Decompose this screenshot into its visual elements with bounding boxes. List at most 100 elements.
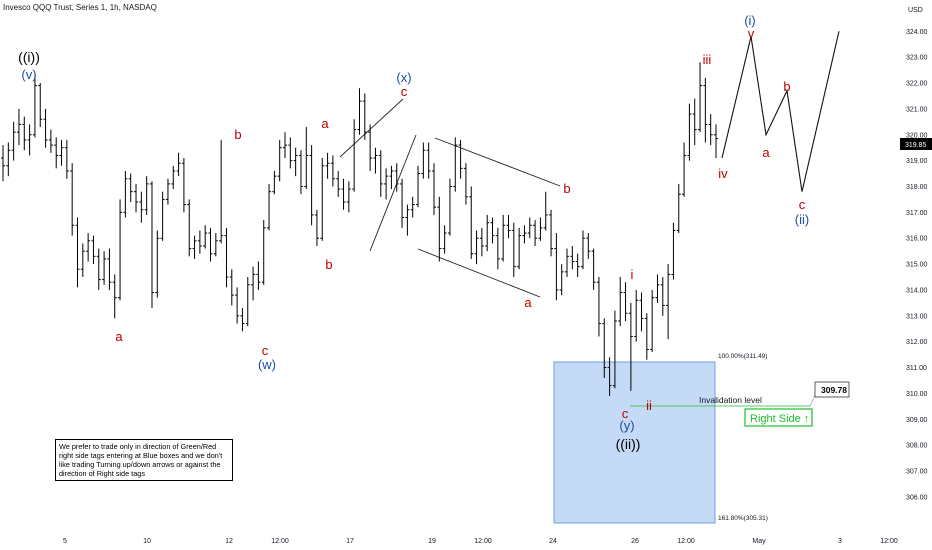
ohlc-bar xyxy=(426,142,431,179)
chart-title: Invesco QQQ Trust, Series 1, 1h, NASDAQ xyxy=(3,3,157,12)
wave-label: c xyxy=(799,197,806,212)
fib-100-label: 100.00%(311.49) xyxy=(718,353,767,360)
ohlc-bar xyxy=(80,243,85,278)
y-tick-label: 312.00 xyxy=(906,339,928,346)
ohlc-bar xyxy=(240,308,245,332)
ohlc-bar xyxy=(107,248,112,290)
y-tick-label: 310.00 xyxy=(906,391,928,398)
wave-label: i xyxy=(631,267,634,282)
ohlc-bar xyxy=(134,183,139,213)
ohlc-bar xyxy=(708,114,713,146)
wave-label: (x) xyxy=(396,70,411,85)
ohlc-bar xyxy=(575,253,580,278)
ohlc-bar xyxy=(192,235,197,259)
ohlc-bar xyxy=(251,266,256,301)
ohlc-bar xyxy=(256,261,261,290)
wave-label: b xyxy=(783,79,790,94)
ohlc-bar xyxy=(6,142,11,177)
ohlc-bar xyxy=(219,139,224,244)
ohlc-bar xyxy=(288,137,293,169)
ohlc-bar xyxy=(261,220,266,285)
ohlc-bars xyxy=(1,62,718,397)
ohlc-bar xyxy=(43,108,48,148)
ohlc-bar xyxy=(165,178,170,205)
time-axis[interactable]: 5 10 12 12:00 17 19 12:00 24 26 12:00 May 3 12:00 xyxy=(63,538,898,545)
ohlc-bar xyxy=(682,142,687,197)
ohlc-bar xyxy=(463,163,468,205)
ohlc-bar xyxy=(378,150,383,197)
ohlc-bar xyxy=(479,227,484,257)
ohlc-bar xyxy=(91,235,96,265)
ohlc-bar xyxy=(139,191,144,223)
ohlc-bar xyxy=(128,173,133,203)
x-tick-label: 12:00 xyxy=(271,538,289,545)
ohlc-bar xyxy=(549,209,554,257)
wave-label: b xyxy=(563,181,570,196)
x-tick-label: 17 xyxy=(346,538,354,545)
ohlc-bar xyxy=(511,222,516,278)
projection-path xyxy=(721,31,840,192)
ohlc-bar xyxy=(283,132,288,159)
right-side-tag: Right Side ↑ xyxy=(744,408,813,427)
invalidation-price: 309.78 xyxy=(821,385,847,395)
ohlc-bar xyxy=(64,139,69,179)
ohlc-bar xyxy=(96,248,101,290)
ohlc-bar xyxy=(293,147,298,177)
ohlc-bar xyxy=(235,287,240,324)
right-side-label: Right Side ↑ xyxy=(750,413,809,425)
ohlc-bar xyxy=(655,274,660,303)
x-tick-label: 19 xyxy=(428,538,436,545)
wave-label: a xyxy=(115,329,123,344)
wave-label: c xyxy=(622,406,629,421)
y-tick-label: 321.00 xyxy=(906,106,928,113)
invalidation-price-tag: 309.78 xyxy=(809,381,850,407)
ohlc-bar xyxy=(341,178,346,210)
wave-label: c xyxy=(401,84,408,99)
ohlc-bar xyxy=(650,289,655,353)
ohlc-bar xyxy=(660,277,665,316)
ohlc-bar xyxy=(32,75,37,138)
x-tick-label: May xyxy=(752,538,766,545)
ohlc-bar xyxy=(176,152,181,177)
wave-label: ((ii)) xyxy=(616,436,641,452)
ohlc-bar xyxy=(671,222,676,280)
x-tick-label: 12:00 xyxy=(880,538,898,545)
x-tick-label: 24 xyxy=(549,538,557,545)
ohlc-bar xyxy=(75,217,80,288)
ohlc-bar xyxy=(277,139,282,182)
ohlc-bar xyxy=(389,165,394,190)
ohlc-bar xyxy=(155,230,160,298)
ohlc-bar xyxy=(267,183,272,231)
wave-label: a xyxy=(321,116,329,131)
ohlc-bar xyxy=(692,98,697,146)
ohlc-bar xyxy=(102,251,107,285)
wave-label: iv xyxy=(718,166,728,181)
ohlc-bar xyxy=(527,217,532,239)
ohlc-bar xyxy=(570,245,575,270)
channel-lines xyxy=(339,98,561,298)
ohlc-bar xyxy=(304,126,309,190)
y-tick-label: 311.00 xyxy=(906,365,927,372)
ohlc-bar xyxy=(368,124,373,171)
strategy-note: We prefer to trade only in direction of … xyxy=(55,439,233,481)
ohlc-bar xyxy=(400,178,405,228)
last-price: 319.85 xyxy=(905,142,927,149)
ohlc-bar xyxy=(612,310,617,389)
ohlc-bar xyxy=(330,155,335,187)
ohlc-bar xyxy=(431,163,436,215)
ohlc-bar xyxy=(229,269,234,306)
ohlc-bar xyxy=(698,62,703,133)
fib-161-label: 161.80%(305.31) xyxy=(718,515,768,522)
ohlc-bar xyxy=(22,116,27,151)
x-tick-label: 12:00 xyxy=(474,538,492,545)
y-tick-label: 316.00 xyxy=(906,236,928,243)
ohlc-bar xyxy=(501,214,506,262)
price-axis[interactable]: 324.00 323.00 322.00 321.00 320.00 319.00 318.… xyxy=(906,29,928,502)
wave-label: c xyxy=(262,343,269,358)
ohlc-bar xyxy=(634,289,639,342)
wave-label: v xyxy=(748,26,755,41)
ohlc-bar xyxy=(666,264,671,340)
ohlc-bar xyxy=(171,165,176,190)
ohlc-bar xyxy=(714,124,718,159)
